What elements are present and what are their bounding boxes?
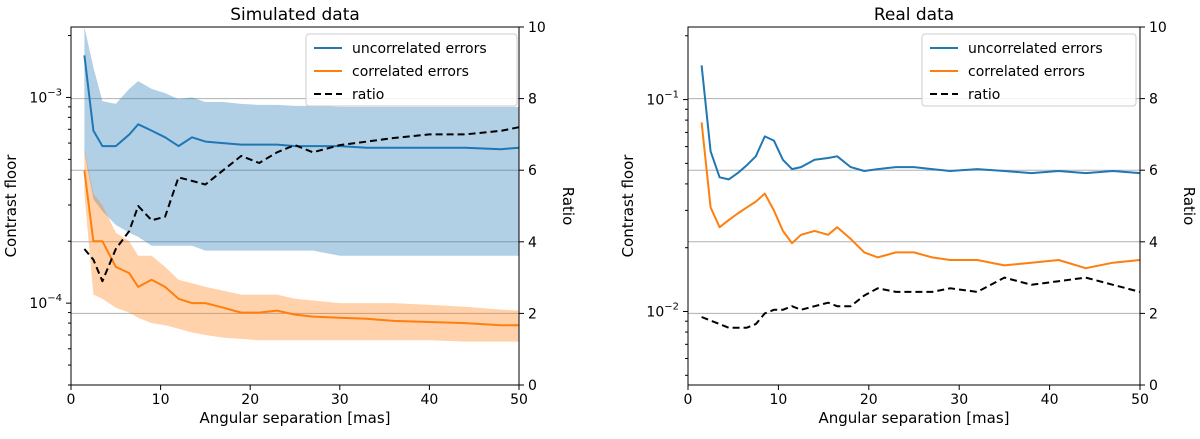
- x-tick-label: 10: [152, 392, 170, 408]
- y-tick-label: 10−1: [646, 90, 679, 109]
- legend-label: correlated errors: [968, 64, 1085, 80]
- y2-axis-label: Ratio: [1180, 187, 1198, 226]
- series-line-correlated-errors: [83, 170, 519, 327]
- legend-label: correlated errors: [352, 64, 469, 80]
- chart-title: Real data: [874, 5, 954, 25]
- legend-label: ratio: [352, 87, 384, 103]
- x-tick-label: 20: [241, 392, 259, 408]
- series-line-ratio: [701, 276, 1141, 329]
- legend-box: [305, 33, 518, 107]
- legend: uncorrelated errors correlated errors rati…: [305, 33, 518, 107]
- legend-box: [921, 33, 1137, 107]
- series-line-uncorrelated-errors: [83, 55, 520, 151]
- y-tick-label: 10−3: [29, 87, 62, 106]
- x-tick-label: 40: [1041, 392, 1059, 408]
- x-tick-label: 30: [331, 392, 349, 408]
- series-line-uncorrelated-errors: [700, 65, 1141, 181]
- y2-tick-label: 0: [1149, 378, 1158, 394]
- x-tick-label: 0: [684, 392, 693, 408]
- y-axis-label: Contrast floor: [619, 154, 637, 258]
- legend-label: ratio: [968, 87, 1000, 103]
- y2-tick-label: 2: [1149, 306, 1158, 322]
- x-axis-label: Angular separation [mas]: [818, 409, 1009, 427]
- x-tick-label: 0: [67, 392, 76, 408]
- y2-tick-label: 4: [528, 235, 537, 251]
- y2-tick-label: 8: [528, 92, 537, 108]
- y2-tick-label: 8: [1149, 92, 1158, 108]
- x-tick-label: 30: [950, 392, 968, 408]
- y2-tick-label: 6: [1149, 163, 1158, 179]
- legend: uncorrelated errors correlated errors rati…: [921, 33, 1137, 107]
- x-tick-label: 10: [769, 392, 787, 408]
- gridlines: [688, 98, 1140, 314]
- x-tick-label: 50: [510, 392, 528, 408]
- chart-title: Simulated data: [230, 5, 360, 25]
- legend-label: uncorrelated errors: [352, 41, 487, 57]
- band-uncorrelated-errors: [84, 27, 520, 256]
- band-correlated-errors: [84, 149, 520, 342]
- y-axis-label: Contrast floor: [2, 154, 20, 258]
- series-line-correlated-errors: [700, 122, 1141, 270]
- x-tick-label: 50: [1131, 392, 1149, 408]
- y-tick-label: 10−2: [646, 302, 679, 321]
- y2-axis-label: Ratio: [559, 187, 577, 226]
- y2-tick-label: 4: [1149, 235, 1158, 251]
- y2-tick-label: 6: [528, 163, 537, 179]
- plot-frame: [70, 26, 520, 386]
- x-tick-label: 40: [420, 392, 438, 408]
- y-tick-label: 10−4: [29, 293, 62, 312]
- y2-tick-label: 0: [528, 378, 537, 394]
- series-line-ratio: [83, 126, 520, 283]
- y2-tick-label: 2: [528, 306, 537, 322]
- x-tick-label: 20: [860, 392, 878, 408]
- x-axis-label: Angular separation [mas]: [199, 409, 390, 427]
- plot-frame: [687, 26, 1141, 386]
- y2-tick-label: 10: [1149, 20, 1167, 36]
- y2-tick-label: 10: [528, 20, 546, 36]
- legend-label: uncorrelated errors: [968, 41, 1103, 57]
